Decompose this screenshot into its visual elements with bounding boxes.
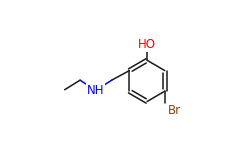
Text: NH: NH	[87, 84, 104, 97]
Text: Br: Br	[168, 104, 181, 117]
Text: HO: HO	[138, 38, 156, 51]
